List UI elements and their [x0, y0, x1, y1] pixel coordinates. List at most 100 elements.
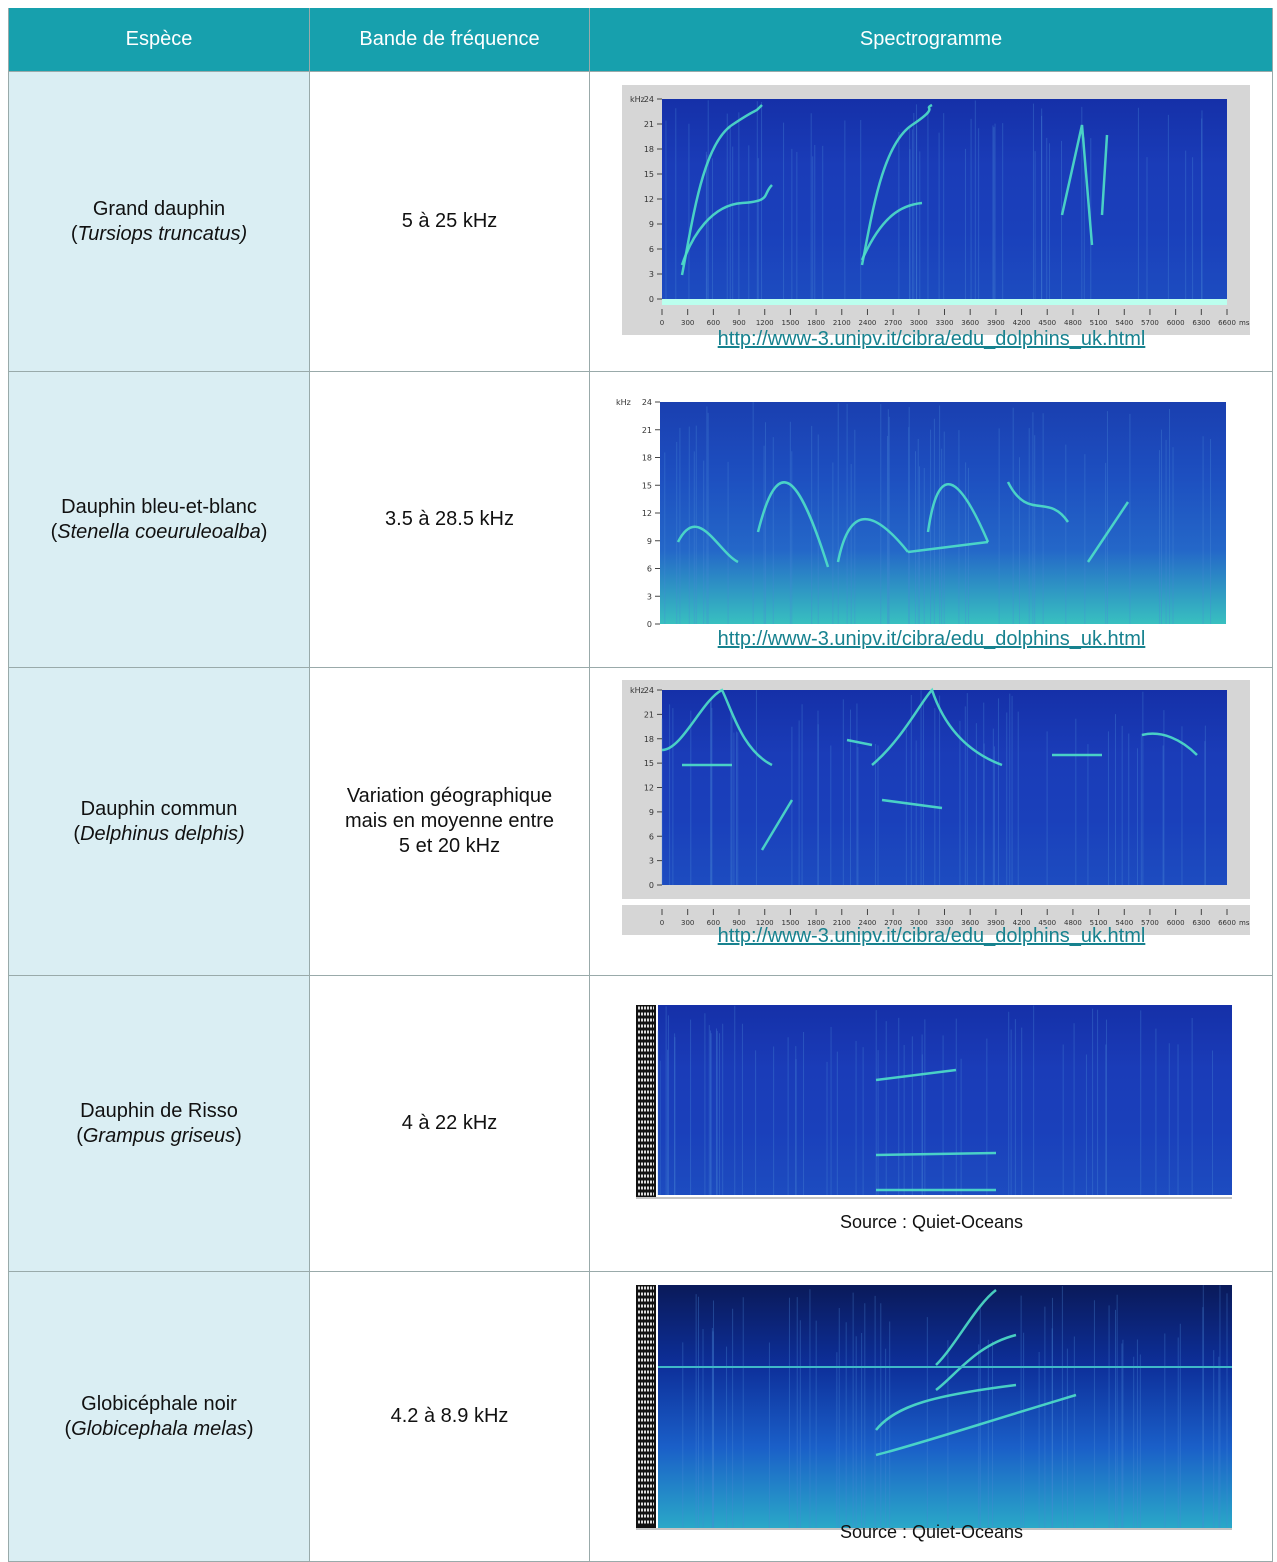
y-tick-label: 3: [647, 592, 652, 601]
species-cell: Dauphin commun(Delphinus delphis): [8, 668, 310, 976]
common-name: Globicéphale noir: [81, 1392, 237, 1417]
x-tick-label: 6600: [1218, 919, 1236, 927]
source: Source : Quiet-Oceans: [840, 1522, 1023, 1543]
x-tick-label: 3300: [936, 319, 954, 327]
species-cell: Dauphin de Risso(Grampus griseus): [8, 976, 310, 1272]
band-line: 5 à 25 kHz: [402, 209, 498, 234]
y-tick-label: 6: [647, 565, 652, 574]
band-cell: 4.2 à 8.9 kHz: [310, 1272, 590, 1562]
y-tick-label: 21: [644, 120, 654, 129]
x-tick-label: 5400: [1115, 319, 1133, 327]
y-tick-label: 21: [642, 426, 652, 435]
species-cell: Globicéphale noir(Globicephala melas): [8, 1272, 310, 1562]
species-cell: Grand dauphin(Tursiops truncatus): [8, 72, 310, 372]
plot: [658, 1005, 1232, 1195]
latin-part: ): [235, 1125, 242, 1147]
y-tick-label: 3: [649, 270, 654, 279]
y-tick-label: 0: [649, 295, 654, 304]
x-tick-label: 5700: [1141, 319, 1159, 327]
y-tick-label: 15: [644, 170, 654, 179]
latin-part: Delphinus delphis): [80, 823, 245, 845]
latin-name: (Globicephala melas): [65, 1417, 254, 1442]
x-tick-label: 2700: [884, 319, 902, 327]
x-tick-label: 600: [707, 319, 720, 327]
x-tick-label: 6300: [1192, 919, 1210, 927]
x-tick-label: 300: [681, 319, 694, 327]
x-tick-label: 2400: [859, 319, 877, 327]
x-unit: ms: [1239, 919, 1250, 927]
y-tick-label: 12: [644, 195, 654, 204]
y-tick-label: 3: [649, 857, 654, 866]
common-name: Dauphin de Risso: [80, 1099, 238, 1124]
x-unit: ms: [1239, 319, 1250, 327]
y-tick-label: 0: [647, 620, 652, 629]
header-cell: Espèce: [8, 8, 310, 72]
latin-name: (Stenella coeuruleoalba): [51, 520, 268, 545]
y-tick-label: 9: [649, 808, 654, 817]
latin-name: (Tursiops truncatus): [71, 222, 247, 247]
y-tick-label: 18: [642, 454, 652, 463]
header-cell: Spectrogramme: [590, 8, 1273, 72]
x-tick-label: 3900: [987, 319, 1005, 327]
spectrogram: [636, 1285, 1232, 1530]
header-cell: Bande de fréquence: [310, 8, 590, 72]
common-name: Dauphin commun: [81, 797, 238, 822]
latin-part: Globicephala melas: [71, 1418, 247, 1440]
band-cell: 4 à 22 kHz: [310, 976, 590, 1272]
y-tick-label: 15: [644, 759, 654, 768]
spectrogram: [636, 1005, 1232, 1199]
y-tick-label: 12: [644, 784, 654, 793]
y-unit: kHz: [630, 95, 645, 104]
x-tick-label: 6300: [1192, 319, 1210, 327]
source-link: http://www-3.unipv.it/cibra/edu_dolphins…: [718, 628, 1146, 651]
band-cell: 3.5 à 28.5 kHz: [310, 372, 590, 668]
y-unit: kHz: [616, 398, 631, 407]
plot: [660, 402, 1226, 624]
latin-part: ): [261, 521, 268, 543]
x-tick-label: 1800: [807, 319, 825, 327]
x-tick-label: 5100: [1090, 319, 1108, 327]
x-tick-label: 6000: [1167, 319, 1185, 327]
spectrogram: 03691215182124kHz: [608, 392, 1232, 634]
band-line: 4 à 22 kHz: [402, 1111, 498, 1136]
x-tick-label: 0: [660, 919, 664, 927]
x-tick-label: 0: [660, 319, 664, 327]
band-line: 4.2 à 8.9 kHz: [391, 1404, 509, 1429]
plot: [662, 99, 1227, 299]
y-tick-label: 0: [649, 881, 654, 890]
x-tick-label: 4500: [1038, 319, 1056, 327]
y-tick-label: 24: [644, 95, 654, 104]
header-text: Espèce: [126, 27, 193, 52]
y-tick-label: 6: [649, 245, 654, 254]
y-tick-label: 9: [649, 220, 654, 229]
plot: [658, 1285, 1232, 1528]
latin-part: Grampus griseus: [83, 1125, 235, 1147]
x-tick-label: 3600: [961, 319, 979, 327]
source-link: http://www-3.unipv.it/cibra/edu_dolphins…: [718, 925, 1146, 948]
latin-part: Tursiops truncatus): [77, 223, 247, 245]
x-tick-label: 4800: [1064, 319, 1082, 327]
x-tick-label: 300: [681, 919, 694, 927]
y-tick-label: 24: [642, 398, 652, 407]
latin-part: (: [76, 1125, 83, 1147]
y-tick-label: 9: [647, 537, 652, 546]
y-tick-label: 12: [642, 509, 652, 518]
x-tick-label: 900: [732, 319, 745, 327]
base-strip: [662, 299, 1227, 305]
header-text: Bande de fréquence: [359, 27, 539, 52]
latin-part: ): [247, 1418, 254, 1440]
x-tick-label: 1500: [781, 319, 799, 327]
y-tick-label: 18: [644, 145, 654, 154]
common-name: Dauphin bleu-et-blanc: [61, 495, 257, 520]
y-tick-label: 24: [644, 686, 654, 695]
band-line: 3.5 à 28.5 kHz: [385, 507, 514, 532]
y-unit: kHz: [630, 686, 645, 695]
x-tick-label: 4200: [1013, 319, 1031, 327]
latin-name: (Grampus griseus): [76, 1124, 242, 1149]
band-line: 5 et 20 kHz: [399, 834, 500, 859]
header-text: Spectrogramme: [860, 27, 1002, 52]
x-tick-label: 6000: [1167, 919, 1185, 927]
